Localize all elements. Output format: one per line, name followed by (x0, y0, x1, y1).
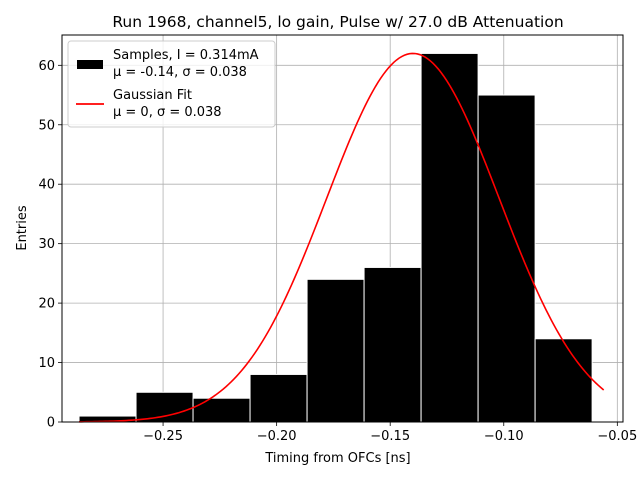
x-tick-label: −0.10 (484, 429, 524, 444)
chart-title: Run 1968, channel5, lo gain, Pulse w/ 27… (112, 13, 563, 31)
histogram-bar (534, 338, 593, 423)
histogram-bar (363, 266, 422, 423)
histogram-bar (306, 278, 365, 423)
fit-curve (79, 52, 605, 423)
y-tick-label: 30 (38, 237, 55, 252)
x-tick-label: −0.20 (257, 429, 297, 444)
legend-label-samples: Samples, I = 0.314mA (113, 48, 259, 63)
y-axis: 0 10 20 30 40 50 60 (38, 59, 62, 431)
y-tick-label: 60 (38, 59, 55, 74)
legend-marker-samples (77, 60, 103, 69)
y-tick-label: 20 (38, 297, 55, 312)
histogram-bar (420, 52, 479, 423)
legend: Samples, I = 0.314mA μ = -0.14, σ = 0.03… (67, 40, 276, 128)
x-tick-label: −0.25 (143, 429, 183, 444)
legend-stats-samples: μ = -0.14, σ = 0.038 (113, 65, 247, 80)
histogram-bar (135, 391, 194, 423)
y-tick-label: 10 (38, 356, 55, 371)
histogram-bar (477, 94, 536, 423)
histogram-bar (249, 373, 308, 423)
histogram-bars (78, 52, 593, 423)
legend-stats-fit: μ = 0, σ = 0.038 (113, 105, 222, 120)
legend-label-fit: Gaussian Fit (113, 88, 192, 103)
plot-frame (61, 34, 624, 423)
y-tick-label: 0 (47, 416, 55, 431)
y-tick-label: 40 (38, 178, 55, 193)
x-tick-label: −0.15 (370, 429, 410, 444)
histogram-bar (192, 397, 251, 423)
x-tick-label: −0.05 (597, 429, 637, 444)
y-tick-label: 50 (38, 118, 55, 133)
x-axis: −0.25 −0.20 −0.15 −0.10 −0.05 (143, 422, 637, 444)
x-axis-label: Timing from OFCs [ns] (264, 451, 410, 466)
y-axis-label: Entries (15, 205, 30, 251)
legend-frame (67, 40, 276, 128)
gaussian-fit (79, 52, 605, 423)
